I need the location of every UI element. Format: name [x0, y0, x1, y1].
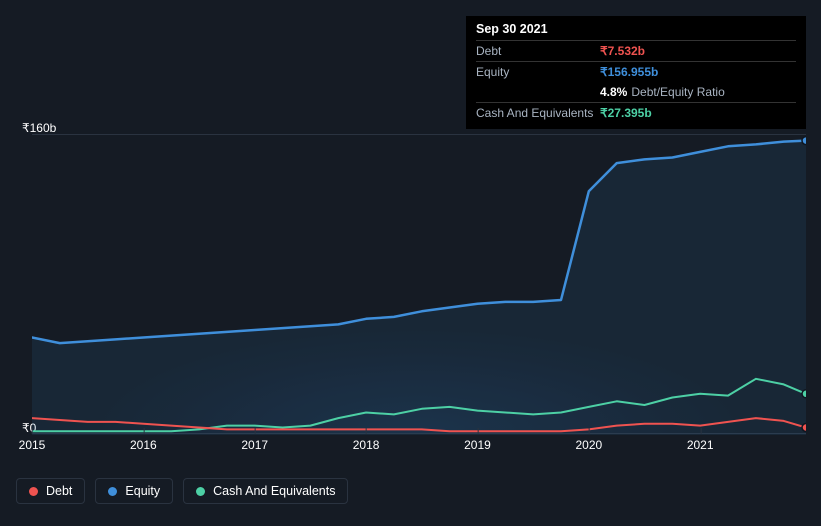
legend: Debt Equity Cash And Equivalents [16, 478, 348, 504]
tooltip-ratio-label: Debt/Equity Ratio [631, 85, 724, 99]
tooltip-value-debt: ₹7.532b [600, 44, 645, 58]
legend-label: Cash And Equivalents [213, 484, 335, 498]
tooltip-label: Debt [476, 44, 600, 58]
debt-dot-icon [29, 487, 38, 496]
equity-dot-icon [108, 487, 117, 496]
x-tick-label: 2015 [19, 438, 46, 452]
tooltip-row-ratio: 4.8% Debt/Equity Ratio [476, 82, 796, 102]
chart-svg [32, 135, 806, 435]
x-tick-label: 2019 [464, 438, 491, 452]
legend-label: Debt [46, 484, 72, 498]
tooltip-value-equity: ₹156.955b [600, 65, 658, 79]
x-tick-label: 2018 [353, 438, 380, 452]
legend-item-equity[interactable]: Equity [95, 478, 173, 504]
legend-item-cash[interactable]: Cash And Equivalents [183, 478, 348, 504]
x-tick-label: 2020 [575, 438, 602, 452]
x-tick-label: 2021 [687, 438, 714, 452]
x-tick-label: 2017 [241, 438, 268, 452]
tooltip-row-equity: Equity ₹156.955b [476, 61, 796, 82]
tooltip-row-debt: Debt ₹7.532b [476, 40, 796, 61]
tooltip-date: Sep 30 2021 [476, 22, 796, 40]
y-axis-label-max: ₹160b [22, 121, 60, 135]
debt-equity-chart[interactable]: ₹160b ₹0 [16, 120, 806, 440]
chart-tooltip: Sep 30 2021 Debt ₹7.532b Equity ₹156.955… [466, 16, 806, 129]
x-tick-label: 2016 [130, 438, 157, 452]
legend-label: Equity [125, 484, 160, 498]
legend-item-debt[interactable]: Debt [16, 478, 85, 504]
x-axis: 2015 2016 2017 2018 2019 2020 2021 [16, 438, 806, 468]
tooltip-value-cash: ₹27.395b [600, 106, 652, 120]
tooltip-label: Cash And Equivalents [476, 106, 600, 120]
tooltip-ratio-pct: 4.8% [600, 85, 627, 99]
tooltip-label [476, 85, 600, 99]
plot-area [32, 134, 806, 434]
tooltip-label: Equity [476, 65, 600, 79]
cash-dot-icon [196, 487, 205, 496]
